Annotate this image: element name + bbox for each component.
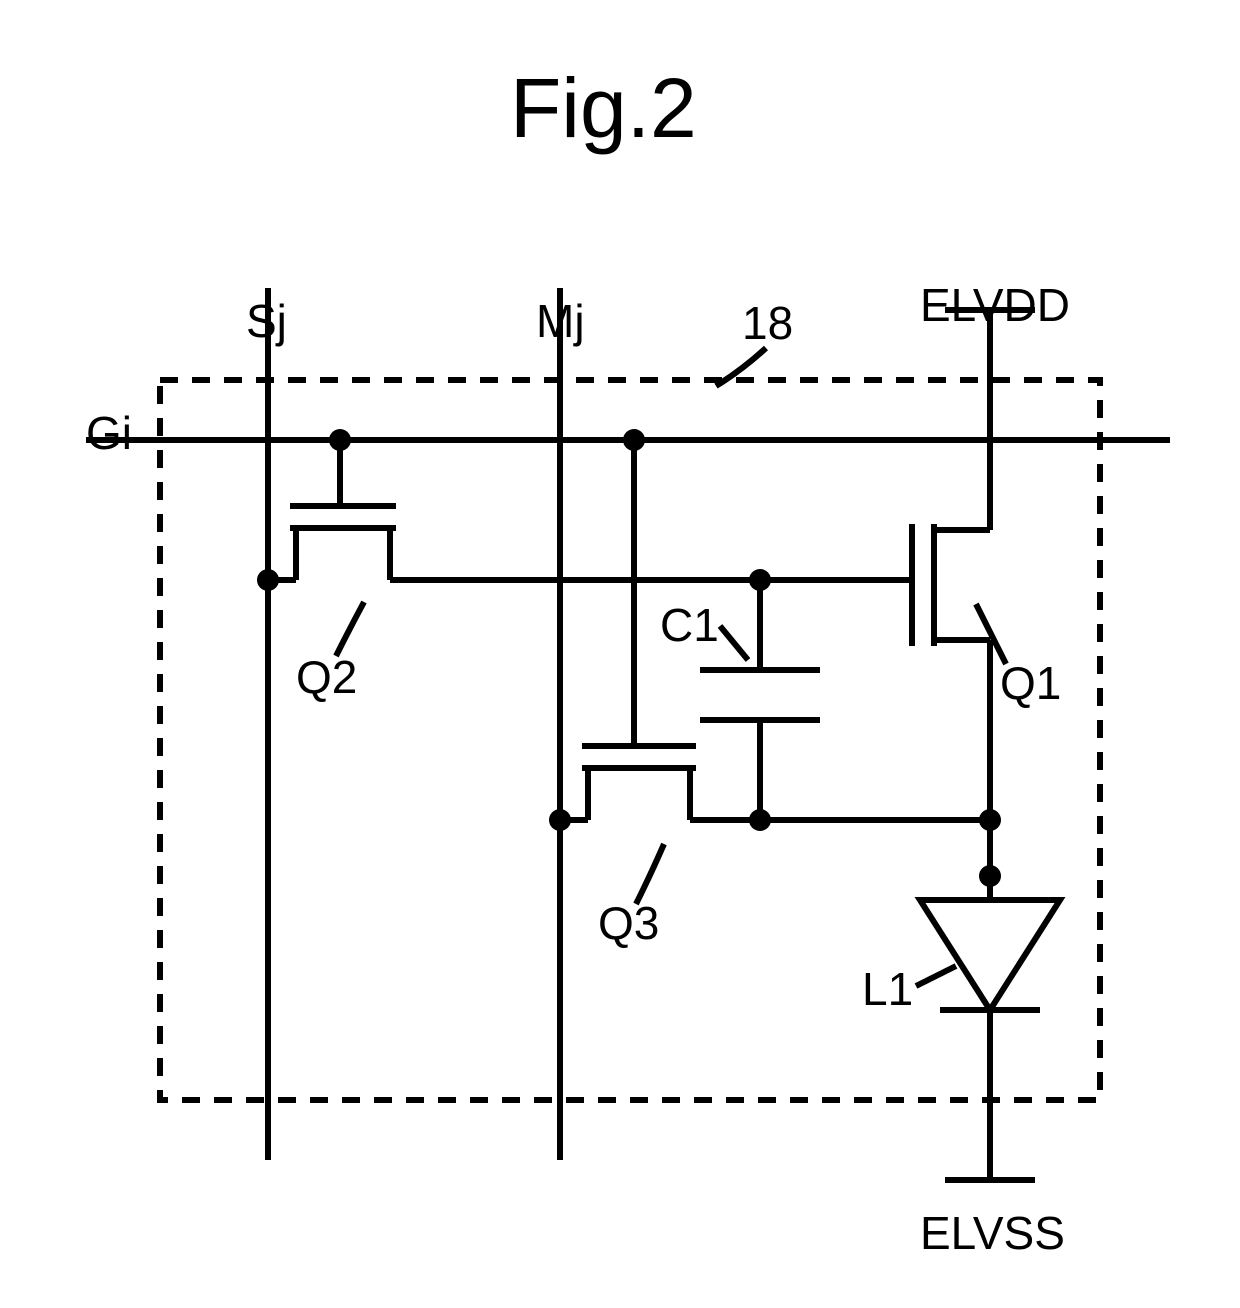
transistor-q1: [870, 450, 990, 820]
schematic: [0, 0, 1240, 1308]
transistor-q2: [268, 440, 430, 580]
led-l1: [920, 820, 1060, 1100]
transistor-q3: [560, 440, 740, 820]
capacitor-c1: [700, 580, 820, 820]
